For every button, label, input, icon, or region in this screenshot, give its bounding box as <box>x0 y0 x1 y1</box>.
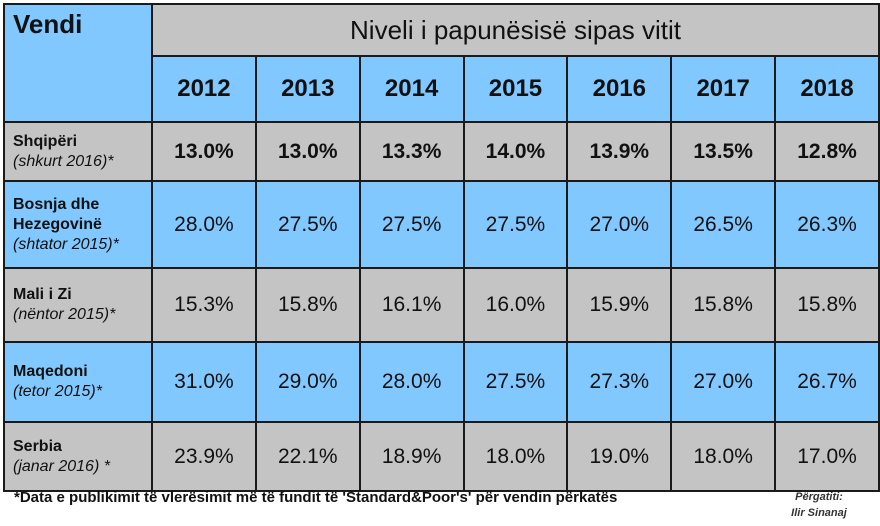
year-header-2013: 2013 <box>254 55 361 123</box>
country-column-header: Vendi <box>3 3 153 123</box>
value-cell: 13.9% <box>566 121 673 182</box>
value-cell: 29.0% <box>254 341 361 423</box>
value-cell: 27.3% <box>566 341 673 423</box>
value-cell: 19.0% <box>566 421 673 492</box>
country-name: Serbia <box>13 437 62 455</box>
footnote: *Data e publikimit të vlerësimit më të f… <box>14 489 618 506</box>
value-cell: 17.0% <box>774 421 880 492</box>
value-cell: 15.8% <box>254 267 361 343</box>
value-cell: 15.8% <box>670 267 777 343</box>
unemployment-table: Vendi Niveli i papunësisë sipas vitit 20… <box>3 3 880 492</box>
value-cell: 22.1% <box>254 421 361 492</box>
country-date-note: (tetor 2015)* <box>13 383 102 400</box>
value-cell: 16.0% <box>462 267 569 343</box>
year-header-2015: 2015 <box>462 55 569 123</box>
value-cell: 13.0% <box>151 121 257 182</box>
country-date-note: (nëntor 2015)* <box>13 306 116 323</box>
country-name: Shqipëri <box>13 132 78 150</box>
value-cell: 13.3% <box>358 121 465 182</box>
country-date-note: (janar 2016) * <box>13 457 110 475</box>
value-cell: 16.1% <box>358 267 465 343</box>
year-header-2012: 2012 <box>151 55 257 123</box>
country-name: Maqedoni <box>13 363 88 380</box>
value-cell: 18.0% <box>670 421 777 492</box>
table-row: Maqedoni (tetor 2015)* 31.0% 29.0% 28.0% 27.5… <box>3 341 880 423</box>
value-cell: 14.0% <box>462 121 569 182</box>
value-cell: 31.0% <box>151 341 257 423</box>
value-cell: 12.8% <box>774 121 880 182</box>
value-cell: 26.5% <box>670 180 777 269</box>
country-cell: Maqedoni (tetor 2015)* <box>3 341 153 423</box>
value-cell: 27.5% <box>254 180 361 269</box>
table-body: Vendi Niveli i papunësisë sipas vitit 20… <box>3 3 880 492</box>
year-header-2014: 2014 <box>358 55 465 123</box>
country-date-note: (shkurt 2016)* <box>13 152 114 170</box>
country-cell: Shqipëri (shkurt 2016)* <box>3 121 153 182</box>
value-cell: 23.9% <box>151 421 257 492</box>
table-row: Mali i Zi (nëntor 2015)* 15.3% 15.8% 16.1% 16… <box>3 267 880 343</box>
value-cell: 27.5% <box>462 180 569 269</box>
value-cell: 26.7% <box>774 341 880 423</box>
value-cell: 28.0% <box>358 341 465 423</box>
value-cell: 27.0% <box>670 341 777 423</box>
country-cell: Mali i Zi (nëntor 2015)* <box>3 267 153 343</box>
country-name: Mali i Zi <box>13 286 72 303</box>
credit-label: Përgatiti: <box>795 491 843 503</box>
year-header-row: 2012 2013 2014 2015 2016 2017 2018 <box>4 55 880 123</box>
year-header-2017: 2017 <box>670 55 777 123</box>
value-cell: 28.0% <box>151 180 257 269</box>
table-row: Serbia (janar 2016) * 23.9% 22.1% 18.9% 18.0%… <box>3 421 880 492</box>
table-title: Niveli i papunësisë sipas vitit <box>151 3 880 57</box>
value-cell: 15.9% <box>566 267 673 343</box>
value-cell: 13.5% <box>670 121 777 182</box>
country-cell: Serbia (janar 2016) * <box>3 421 153 492</box>
credit-author: Ilir Sinanaj <box>791 507 847 519</box>
value-cell: 13.0% <box>254 121 361 182</box>
value-cell: 15.3% <box>151 267 257 343</box>
credit: Përgatiti: Ilir Sinanaj <box>769 489 869 521</box>
value-cell: 15.8% <box>774 267 880 343</box>
value-cell: 18.0% <box>462 421 569 492</box>
value-cell: 26.3% <box>774 180 880 269</box>
country-date-note: (shtator 2015)* <box>13 235 119 253</box>
table-row: Bosnja dhe Hezegovinë (shtator 2015)* 28.0… <box>3 180 880 269</box>
table-row: Shqipëri (shkurt 2016)* 13.0% 13.0% 13.3% 14.… <box>3 121 880 182</box>
year-header-2018: 2018 <box>774 55 880 123</box>
value-cell: 27.0% <box>566 180 673 269</box>
value-cell: 27.5% <box>462 341 569 423</box>
country-cell: Bosnja dhe Hezegovinë (shtator 2015)* <box>3 180 153 269</box>
value-cell: 18.9% <box>358 421 465 492</box>
title-row: Vendi Niveli i papunësisë sipas vitit <box>3 3 880 123</box>
value-cell: 27.5% <box>358 180 465 269</box>
country-name: Bosnja dhe Hezegovinë <box>13 195 102 233</box>
year-header-2016: 2016 <box>566 55 673 123</box>
